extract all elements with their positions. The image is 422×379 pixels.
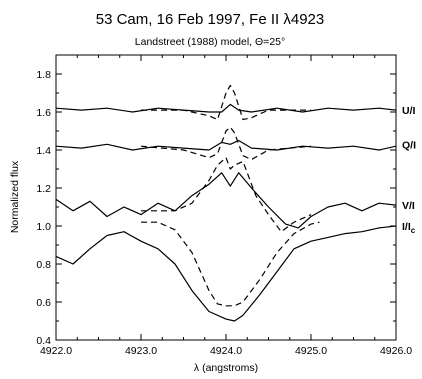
curve-label-text: Q/I	[402, 139, 416, 151]
y-tick-label: 0.8	[36, 259, 51, 271]
x-tick-label: 4926.0	[380, 345, 412, 357]
series-line-v-i-model	[141, 157, 312, 233]
y-axis-label: Normalized flux	[9, 160, 21, 233]
chart-title: 53 Cam, 16 Feb 1997, Fe II λ4923	[96, 11, 324, 28]
series-line-q-i	[55, 139, 397, 151]
series-line-u-i-model	[141, 84, 311, 121]
curve-label-4: I/Ic	[402, 221, 416, 235]
axis-ticks: 4922.0 4923.0 4924.0 4925.0 4926.0 0.4 0.6 0.8 1…	[36, 54, 412, 357]
curve-label-1: U/I	[402, 105, 416, 117]
curve-label-text: I/I	[402, 221, 411, 233]
x-tick-label: 4925.0	[295, 345, 327, 357]
curve-labels: U/I Q/I V/I I/Ic	[402, 105, 416, 235]
curve-label-2: Q/I	[402, 139, 416, 151]
series-line-u-i	[55, 103, 397, 113]
y-tick-label: 1.8	[36, 69, 51, 81]
series-line-i-ic-model	[141, 221, 320, 307]
y-tick-label: 1.0	[36, 221, 51, 233]
x-axis-label: λ (angstroms)	[194, 362, 258, 374]
y-tick-label: 0.6	[36, 297, 51, 309]
curve-label-text: V/I	[402, 200, 415, 212]
curve-label-subscript: c	[411, 226, 416, 235]
y-tick-label: 1.4	[36, 145, 51, 157]
y-tick-label: 1.6	[36, 107, 51, 119]
series-line-q-i-model	[140, 126, 312, 161]
curve-label-text: U/I	[402, 105, 416, 117]
x-tick-label: 4922.0	[40, 345, 72, 357]
y-tick-label: 0.4	[36, 335, 51, 347]
plot-frame	[55, 54, 397, 341]
series-line-v-i	[55, 172, 397, 229]
y-tick-label: 1.2	[36, 183, 51, 195]
chart-subtitle: Landstreet (1988) model, Θ=25°	[135, 36, 285, 48]
curve-label-3: V/I	[402, 200, 415, 212]
x-tick-label: 4924.0	[210, 345, 242, 357]
series-group	[55, 84, 397, 322]
series-line-i-ic	[55, 225, 397, 322]
x-tick-label: 4923.0	[125, 345, 157, 357]
